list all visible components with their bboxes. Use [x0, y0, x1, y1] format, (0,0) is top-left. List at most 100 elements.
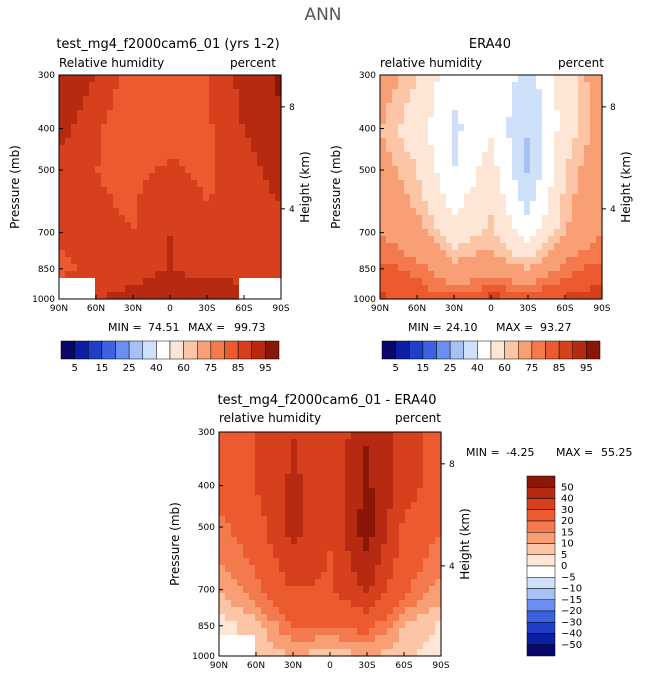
heatmap-cell [291, 509, 298, 517]
heatmap-cell [554, 229, 561, 237]
heatmap-cell [381, 642, 388, 650]
heatmap-cell [380, 215, 387, 223]
heatmap-cell [197, 257, 204, 265]
heatmap-cell [167, 82, 174, 90]
heatmap-cell [65, 152, 72, 160]
heatmap-cell [405, 509, 412, 517]
heatmap-cell [435, 551, 442, 559]
heatmap-cell [429, 495, 436, 503]
heatmap-cell [428, 187, 435, 195]
heatmap-cell [95, 292, 102, 300]
heatmap-cell [327, 537, 334, 545]
heatmap-cell [179, 180, 186, 188]
heatmap-cell [411, 551, 418, 559]
heatmap-cell [315, 544, 322, 552]
heatmap-cell [243, 516, 250, 524]
heatmap-cell [257, 201, 264, 209]
x-tick-label: 90N [50, 304, 68, 314]
heatmap-cell [89, 96, 96, 104]
heatmap-cell [239, 285, 246, 293]
heatmap-cell [267, 460, 274, 468]
heatmap-cell [243, 649, 250, 657]
heatmap-cell [363, 516, 370, 524]
heatmap-cell [578, 215, 585, 223]
heatmap-cell [530, 222, 537, 230]
heatmap-cell [233, 292, 240, 300]
heatmap-cell [249, 565, 256, 573]
heatmap-cell [257, 138, 264, 146]
heatmap-cell [297, 621, 304, 629]
heatmap-cell [267, 488, 274, 496]
heatmap-cell [239, 159, 246, 167]
heatmap-cell [227, 131, 234, 139]
heatmap-cell [233, 75, 240, 83]
heatmap-cell [107, 173, 114, 181]
heatmap-cell [203, 173, 210, 181]
heatmap-cell [488, 110, 495, 118]
heatmap-cell [155, 222, 162, 230]
heatmap-cell [77, 194, 84, 202]
heatmap-cell [345, 460, 352, 468]
heatmap-cell [423, 586, 430, 594]
heatmap-cell [243, 551, 250, 559]
heatmap-cell [452, 96, 459, 104]
heatmap-cell [203, 271, 210, 279]
heatmap-cell [167, 145, 174, 153]
heatmap-cell [380, 124, 387, 132]
heatmap-cell [107, 208, 114, 216]
heatmap-cell [392, 292, 399, 300]
heatmap-cell [263, 159, 270, 167]
heatmap-cell [398, 96, 405, 104]
heatmap-cell [321, 488, 328, 496]
heatmap-cell [303, 509, 310, 517]
x-tick-label: 60S [235, 304, 252, 314]
heatmap-cell [333, 607, 340, 615]
heatmap-cell [155, 117, 162, 125]
heatmap-cell [83, 236, 90, 244]
heatmap-cell [339, 509, 346, 517]
heatmap-cell [119, 292, 126, 300]
heatmap-cell [596, 117, 603, 125]
heatmap-cell [239, 152, 246, 160]
heatmap-cell [155, 229, 162, 237]
heatmap-cell [59, 152, 66, 160]
heatmap-cell [221, 264, 228, 272]
heatmap-cell [155, 131, 162, 139]
heatmap-cell [263, 152, 270, 160]
heatmap-cell [435, 621, 442, 629]
heatmap-cell [464, 138, 471, 146]
heatmap-cell [125, 110, 132, 118]
heatmap-cell [518, 110, 525, 118]
heatmap-cell [440, 285, 447, 293]
heatmap-cell [494, 250, 501, 258]
heatmap-cell [137, 152, 144, 160]
heatmap-cell [263, 187, 270, 195]
heatmap-cell [380, 285, 387, 293]
heatmap-cell [59, 264, 66, 272]
x-tick-label: 30S [198, 304, 215, 314]
heatmap-cell [225, 432, 232, 440]
heatmap-cell [245, 187, 252, 195]
heatmap-cell [380, 271, 387, 279]
heatmap-cell [321, 453, 328, 461]
heatmap-cell [149, 271, 156, 279]
heatmap-cell [321, 481, 328, 489]
heatmap-cell [107, 159, 114, 167]
heatmap-cell [434, 257, 441, 265]
heatmap-cell [243, 523, 250, 531]
heatmap-cell [434, 222, 441, 230]
heatmap-cell [351, 600, 358, 608]
heatmap-cell [59, 173, 66, 181]
heatmap-cell [261, 481, 268, 489]
heatmap-cell [59, 257, 66, 265]
heatmap-cell [59, 159, 66, 167]
heatmap-cell [464, 250, 471, 258]
colorbar-swatch [128, 340, 143, 360]
heatmap-cell [339, 649, 346, 657]
colorbar-swatch [572, 340, 587, 360]
heatmap-cell [512, 194, 519, 202]
heatmap-cell [339, 474, 346, 482]
heatmap-cell [578, 236, 585, 244]
heatmap-cell [239, 250, 246, 258]
heatmap-cell [209, 194, 216, 202]
